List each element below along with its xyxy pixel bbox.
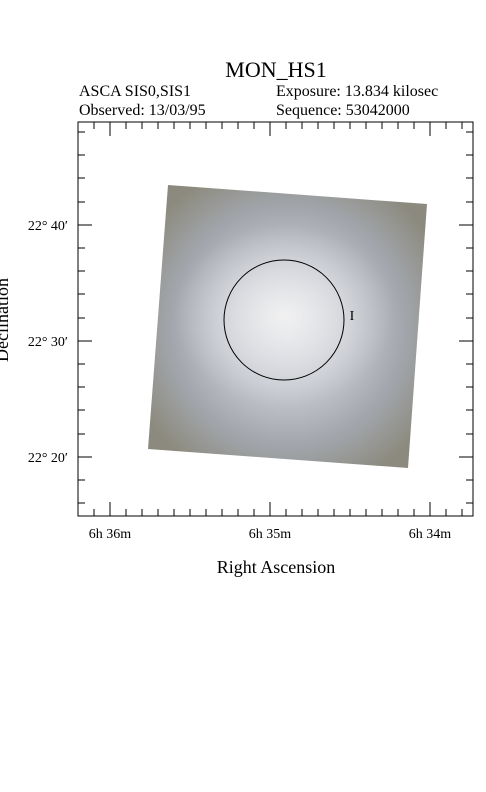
observed: Observed: 13/03/95 — [79, 102, 206, 119]
emission-glow — [174, 225, 394, 405]
marker: I — [350, 309, 355, 324]
x-tick-label: 6h 35m — [249, 527, 292, 542]
y-axis-label: Declination — [0, 278, 12, 362]
y-tick-label: 22° 30′ — [28, 335, 68, 350]
tick-marks — [78, 122, 473, 516]
y-tick-label: 22° 40′ — [28, 219, 68, 234]
plot-frame — [77, 121, 474, 517]
exposure: Exposure: 13.834 kilosec — [276, 83, 438, 100]
x-tick-label: 6h 34m — [409, 527, 452, 542]
instrument: ASCA SIS0,SIS1 — [79, 83, 191, 100]
sequence: Sequence: 53042000 — [276, 102, 410, 119]
title: MON_HS1 — [225, 57, 326, 82]
x-tick-label: 6h 36m — [89, 527, 132, 542]
x-axis-label: Right Ascension — [217, 557, 336, 577]
source-region — [223, 259, 345, 381]
y-tick-label: 22° 20′ — [28, 451, 68, 466]
